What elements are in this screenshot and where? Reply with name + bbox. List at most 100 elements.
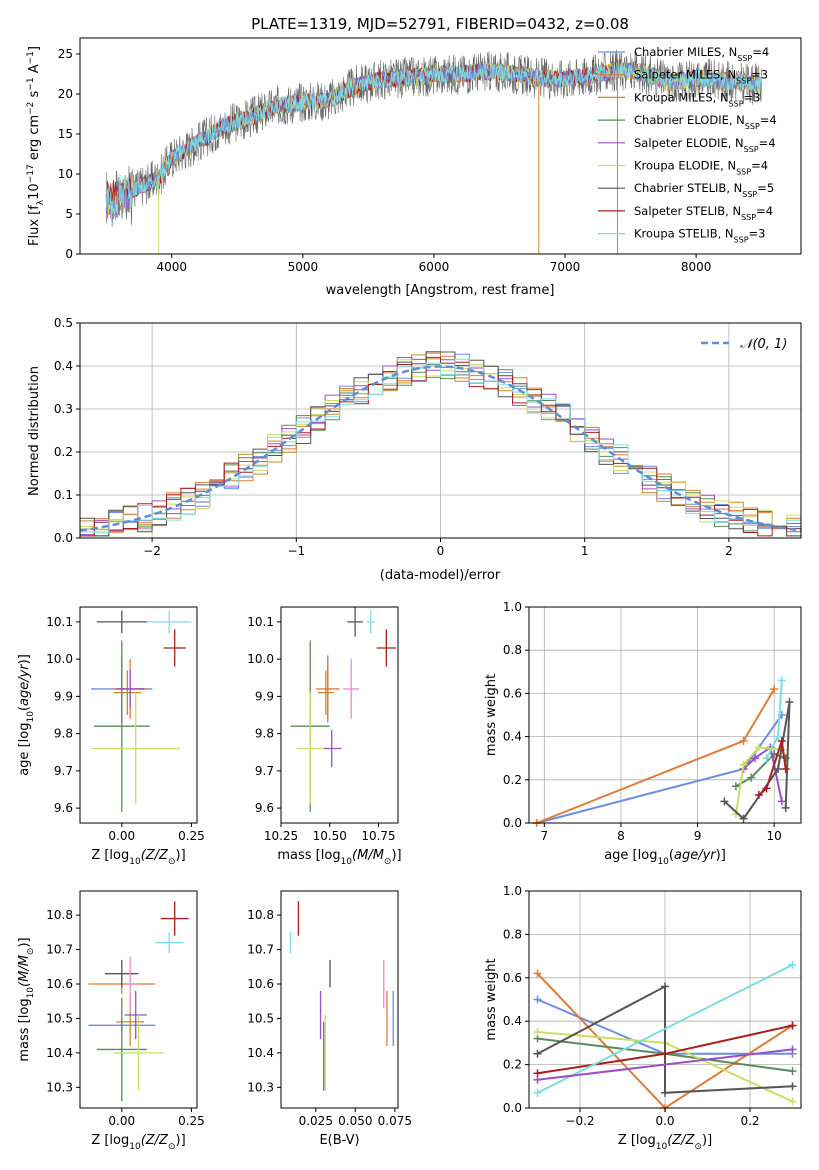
y-tick-label: 10.0: [247, 652, 274, 666]
y-tick-label: 0.4: [503, 730, 522, 744]
spectrum-x-ticks: 4000 5000 6000 7000 8000: [156, 254, 711, 274]
histogram-x-tick-label: 1: [581, 544, 589, 558]
x-axis-label: age [log10(age/yr)]: [604, 848, 726, 867]
spectrum-plot-area: [105, 49, 763, 254]
spectrum-x-tick-label: 4000: [156, 260, 187, 274]
y-tick-label: 9.7: [54, 764, 73, 778]
y-tick-label: 10.1: [46, 615, 73, 629]
panel-frame: [79, 606, 198, 824]
histogram-x-tick-label: 2: [725, 544, 733, 558]
legend-label: Salpeter STELIB, NSSP=4: [634, 204, 773, 222]
spectrum-legend: Chabrier MILES, NSSP=4 Salpeter MILES, NS…: [598, 45, 777, 244]
y-tick-label: 9.9: [255, 689, 274, 703]
y-tick-label: 0.6: [503, 686, 522, 700]
histogram-x-tick-label: −1: [287, 544, 305, 558]
y-tick-label: 9.6: [54, 801, 73, 815]
x-tick-label: 8: [617, 829, 625, 843]
y-tick-label: 0.0: [503, 1101, 522, 1115]
spectrum-x-tick-label: 5000: [288, 260, 319, 274]
y-tick-label: 0.2: [503, 773, 522, 787]
y-tick-label: 9.7: [255, 764, 274, 778]
spectrum-ylabel: Flux [fλ10−17 erg cm−2 s−1 A−1]: [26, 46, 46, 246]
model-kroupa-stelib: [105, 62, 763, 221]
spectrum-y-tick-label: 15: [58, 127, 73, 141]
x-tick-label: 0.2: [740, 1114, 759, 1128]
y-tick-label: 10.6: [247, 977, 274, 991]
x-tick-label: 0.075: [378, 1114, 412, 1128]
x-axis-label: Z [log10(Z/Z⊙)]: [91, 1133, 185, 1152]
x-tick-label: 0.025: [299, 1114, 333, 1128]
age-vs-mass-panel: 10.25 10.50 10.75 9.6 9.7 9.8 9.9 10.0 10.1 mass …: [247, 606, 402, 867]
x-tick-label: 0.00: [108, 829, 135, 843]
x-tick-label: 10: [767, 829, 782, 843]
age-vs-metallicity-panel: 0.00 0.25 9.6 9.7 9.8 9.9 10.0 10.1 Z [log10(Z/Z…: [17, 606, 205, 867]
y-tick-label: 0.8: [503, 927, 522, 941]
x-tick-label: −0.2: [565, 1114, 594, 1128]
x-tick-label: 10.50: [313, 829, 347, 843]
histogram-x-ticks: −2 −1 0 1 2: [143, 538, 733, 558]
y-tick-label: 10.3: [46, 1080, 73, 1094]
y-tick-label: 10.5: [247, 1011, 274, 1025]
y-tick-label: 0.0: [503, 816, 522, 830]
legend-label: Kroupa ELODIE, NSSP=4: [634, 159, 768, 177]
weight-vs-metallicity-panel: −0.2 0.0 0.2 0.0 0.2 0.4 0.6 0.8 1.0 Z [log10(Z/Z…: [484, 884, 802, 1152]
weight-line-salpeter-stelib: [758, 740, 787, 796]
y-tick-label: 10.8: [247, 908, 274, 922]
y-axis-label: age [log10(age/yr)]: [17, 654, 36, 776]
y-tick-label: 10.8: [46, 908, 73, 922]
x-axis-label: mass [log10(M/M⊙)]: [277, 848, 401, 867]
weight-line-kroupa-elodie: [734, 746, 782, 815]
histogram-y-ticks: 0.0 0.1 0.2 0.3 0.4 0.5: [54, 316, 80, 545]
spectrum-frame: [79, 37, 802, 255]
y-tick-label: 10.3: [247, 1080, 274, 1094]
legend-label: Salpeter ELODIE, NSSP=4: [634, 136, 776, 154]
legend-label: Kroupa STELIB, NSSP=3: [634, 227, 765, 245]
spectrum-x-tick-label: 6000: [419, 260, 450, 274]
y-axis-label: mass weight: [484, 674, 499, 756]
spectrum-y-tick-label: 25: [58, 47, 73, 61]
y-tick-label: 9.9: [54, 689, 73, 703]
spectrum-xlabel: wavelength [Angstrom, rest frame]: [326, 283, 555, 298]
y-tick-label: 0.6: [503, 971, 522, 985]
y-tick-label: 10.1: [247, 615, 274, 629]
residual-histogram-chabrier-stelib: [80, 351, 801, 537]
histogram-y-tick-label: 0.3: [54, 402, 73, 416]
weight-line-chabrier-stelib: [537, 984, 793, 1094]
x-tick-label: 0.00: [108, 1114, 135, 1128]
x-tick-label: 9: [694, 829, 702, 843]
spectrum-y-tick-label: 10: [58, 167, 73, 181]
x-tick-label: 0.050: [338, 1114, 372, 1128]
histogram-legend: 𝒩(0, 1): [701, 337, 787, 352]
mass-vs-metallicity-panel: 0.00 0.25 10.3 10.4 10.5 10.6 10.7 10.8 Z [log10…: [17, 890, 205, 1152]
x-axis-label: Z [log10(Z/Z⊙)]: [618, 1133, 712, 1152]
weight-line-kroupa-stelib: [537, 963, 793, 1094]
x-axis-label: E(B-V): [319, 1133, 359, 1148]
panel-frame: [280, 606, 399, 824]
histogram-y-tick-label: 0.5: [54, 316, 73, 330]
x-tick-label: 0.25: [178, 1114, 205, 1128]
histogram-y-tick-label: 0.4: [54, 359, 73, 373]
y-tick-label: 10.0: [46, 652, 73, 666]
residual-histogram-salpeter-stelib: [80, 356, 801, 537]
y-tick-label: 9.8: [255, 727, 274, 741]
spectrum-panel: PLATE=1319, MJD=52791, FIBERID=0432, z=0…: [26, 15, 802, 298]
normal-curve-legend-label: 𝒩(0, 1): [740, 337, 787, 352]
y-tick-label: 0.2: [503, 1058, 522, 1072]
y-tick-label: 10.4: [247, 1046, 274, 1060]
y-tick-label: 10.7: [247, 943, 274, 957]
panel-frame: [79, 890, 198, 1109]
spectrum-x-tick-label: 8000: [681, 260, 712, 274]
legend-label: Kroupa MILES, NSSP=3: [634, 90, 760, 108]
histogram-x-tick-label: −2: [143, 544, 161, 558]
histogram-xlabel: (data-model)/error: [380, 568, 501, 583]
legend-label: Chabrier MILES, NSSP=4: [634, 45, 769, 63]
histogram-x-tick-label: 0: [437, 544, 445, 558]
y-axis-label: mass weight: [484, 958, 499, 1040]
x-tick-label: 10.75: [361, 829, 395, 843]
panel-frame: [528, 606, 802, 824]
spectrum-y-tick-label: 20: [58, 87, 73, 101]
legend-label: Chabrier ELODIE, NSSP=4: [634, 113, 777, 131]
legend-label: Salpeter MILES, NSSP=3: [634, 68, 768, 86]
spectrum-title: PLATE=1319, MJD=52791, FIBERID=0432, z=0…: [251, 15, 629, 33]
